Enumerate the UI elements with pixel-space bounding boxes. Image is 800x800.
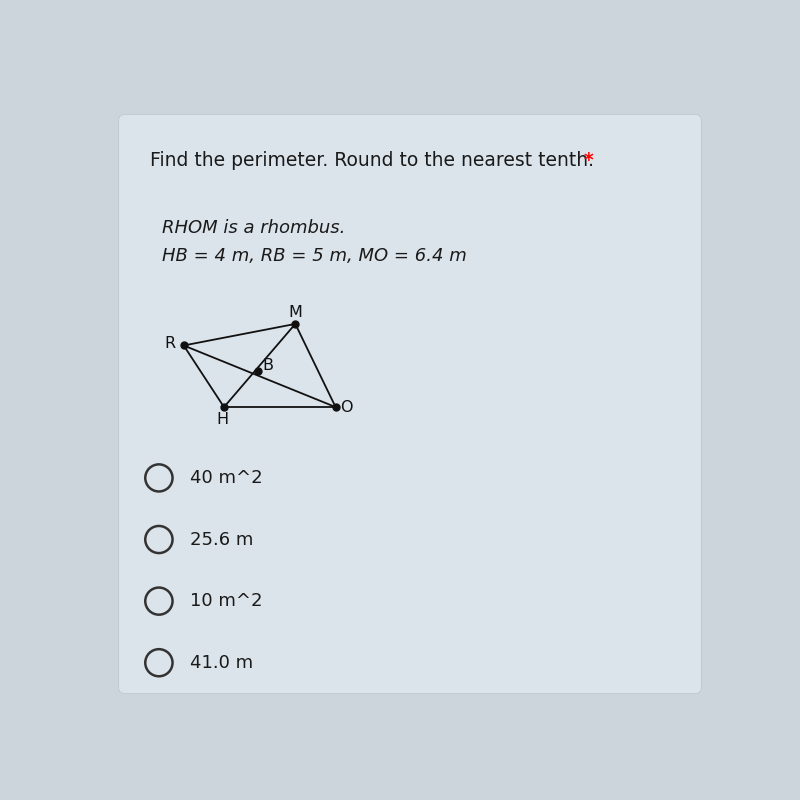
Text: 40 m^2: 40 m^2 — [190, 469, 262, 487]
Text: *: * — [584, 151, 594, 170]
Text: O: O — [341, 399, 353, 414]
Text: 41.0 m: 41.0 m — [190, 654, 253, 672]
FancyBboxPatch shape — [118, 114, 702, 694]
Text: RHOM is a rhombus.: RHOM is a rhombus. — [162, 219, 346, 238]
Text: 25.6 m: 25.6 m — [190, 530, 254, 549]
Text: M: M — [288, 306, 302, 320]
Text: 10 m^2: 10 m^2 — [190, 592, 262, 610]
Text: HB = 4 m, RB = 5 m, MO = 6.4 m: HB = 4 m, RB = 5 m, MO = 6.4 m — [162, 247, 466, 265]
Text: Find the perimeter. Round to the nearest tenth.: Find the perimeter. Round to the nearest… — [150, 151, 594, 170]
Text: B: B — [262, 358, 273, 373]
Text: H: H — [217, 412, 229, 427]
Text: R: R — [165, 335, 176, 350]
